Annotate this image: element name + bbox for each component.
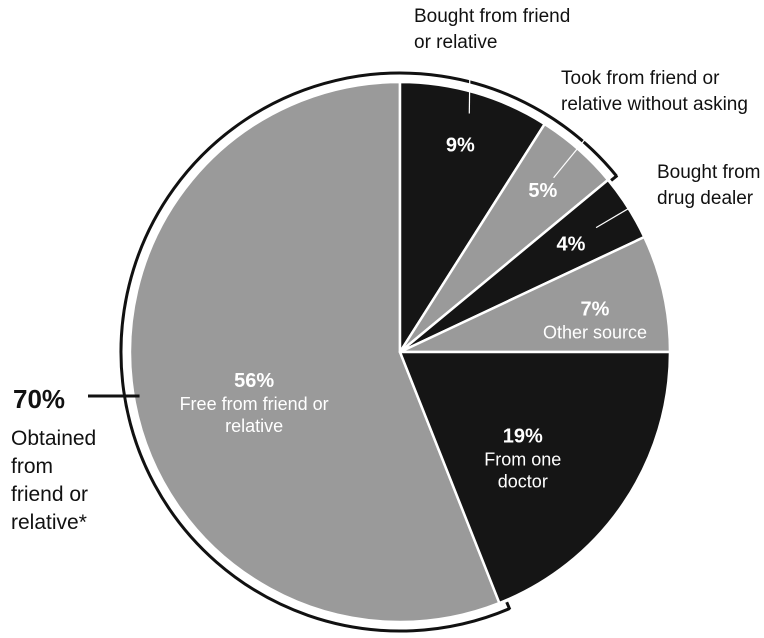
bracket-cap-end bbox=[610, 174, 619, 182]
inside-label-doctor: doctor bbox=[498, 472, 548, 492]
inside-label-free: Free from friend or bbox=[180, 394, 329, 414]
pie-slices bbox=[128, 80, 672, 624]
slice-free-from-friend bbox=[128, 80, 501, 624]
inside-label-doctor: From one bbox=[484, 450, 561, 470]
inside-label-free: relative bbox=[225, 416, 283, 436]
value-labels: 56% 9% 5% 4% 7% 19% bbox=[234, 135, 610, 448]
bracket-value-label: 70% bbox=[13, 384, 66, 414]
slice-other-source bbox=[398, 235, 672, 354]
bracket-description: Obtained from friend or relative* bbox=[11, 427, 97, 534]
leader-line-took-from-friend bbox=[553, 120, 601, 179]
slice-from-one-doctor bbox=[398, 350, 672, 605]
leader-line-bought-from-friend bbox=[468, 61, 471, 114]
bracket-group bbox=[88, 61, 661, 633]
bracket-arc bbox=[119, 71, 618, 633]
value-label-from-one-doctor: 19% bbox=[503, 426, 543, 448]
inside-label-other: Other source bbox=[543, 322, 647, 342]
value-label-free-from-friend: 56% bbox=[234, 370, 274, 392]
value-label-bought-from-dealer: 4% bbox=[557, 234, 586, 256]
label-bought-from-dealer: Bought from drug dealer bbox=[657, 162, 761, 209]
value-label-took-from-friend: 5% bbox=[528, 180, 557, 202]
value-label-bought-from-friend: 9% bbox=[446, 135, 475, 157]
label-bought-from-friend: Bought from friend or relative bbox=[414, 6, 571, 53]
value-label-other-source: 7% bbox=[581, 298, 610, 320]
slice-bought-from-friend bbox=[398, 80, 546, 354]
leader-line-bought-from-dealer bbox=[595, 189, 661, 229]
bracket-cap-start bbox=[505, 601, 512, 611]
label-took-from-friend: Took from friend or relative without ask… bbox=[561, 68, 748, 115]
